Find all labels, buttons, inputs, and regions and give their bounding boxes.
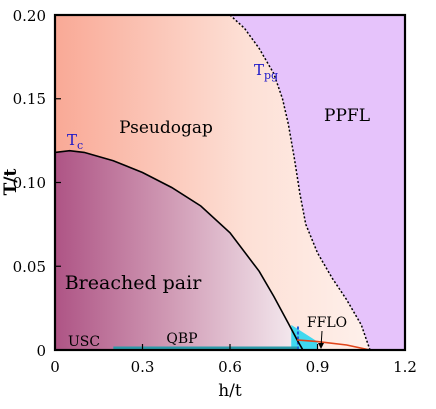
fflo-edge-curve: [297, 339, 371, 350]
breached-pair-label: Breached pair: [65, 272, 203, 294]
x-tick-0: 0: [50, 358, 60, 376]
y-axis-label: T/t: [1, 169, 21, 196]
x-tick-4: 1.2: [393, 358, 417, 376]
tpg-label-main: T: [254, 61, 264, 79]
pseudogap-label: Pseudogap: [119, 118, 213, 138]
tick-marks: [54, 14, 406, 351]
y-tick-4: 0.20: [13, 7, 46, 25]
tc-label: Tc: [67, 131, 83, 152]
y-tick-3: 0.15: [13, 90, 46, 108]
qbp-label: QBP: [166, 331, 197, 347]
ppfl-label: PPFL: [324, 106, 370, 126]
ppfl-region: [230, 15, 405, 350]
y-tick-2: 0.10: [13, 174, 46, 192]
fflo-arrowhead: [318, 343, 324, 349]
y-tick-0: 0: [36, 342, 46, 360]
fflo-label: FFLO: [307, 315, 347, 331]
usc-label: USC: [68, 334, 100, 350]
y-tick-1: 0.05: [13, 258, 46, 276]
x-tick-2: 0.6: [218, 358, 242, 376]
tc-label-sub: c: [77, 139, 83, 152]
tc-label-main: T: [67, 131, 77, 149]
x-axis-label: h/t: [218, 381, 242, 401]
tpg-curve: [229, 15, 371, 350]
tpg-label: Tpg: [254, 61, 278, 82]
breached-pair-region: [55, 150, 303, 350]
tpg-label-sub: pg: [264, 69, 278, 82]
x-tick-1: 0.3: [131, 358, 155, 376]
tc-curve: [55, 149, 304, 350]
x-tick-3: 0.9: [306, 358, 330, 376]
